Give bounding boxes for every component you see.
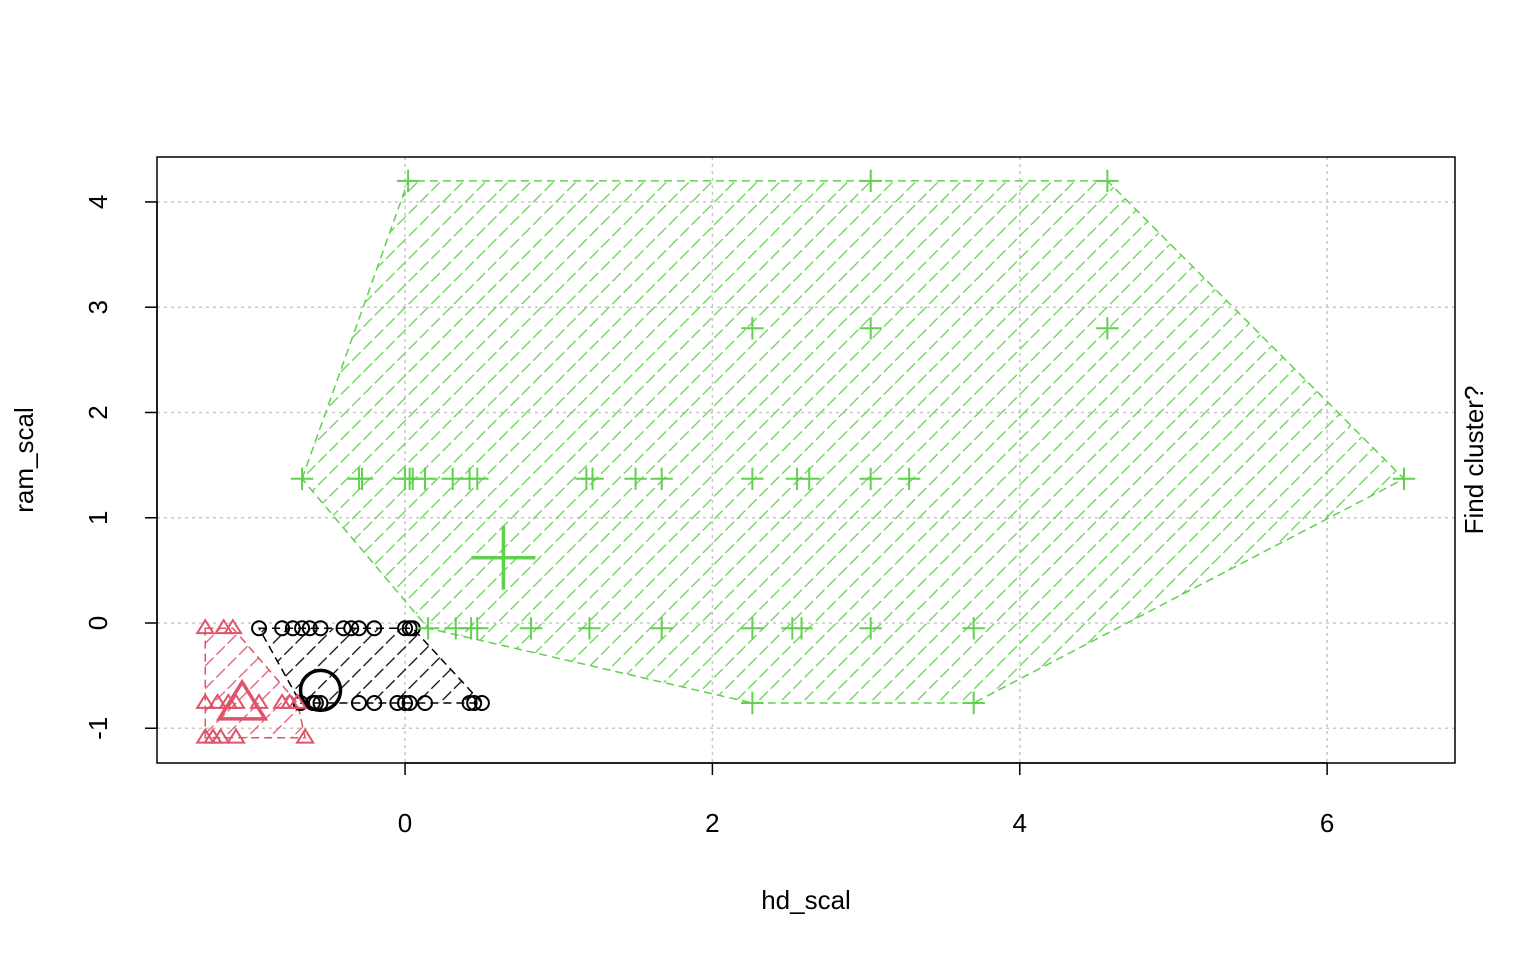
point bbox=[962, 617, 985, 640]
point bbox=[312, 620, 329, 637]
point bbox=[466, 467, 489, 490]
x-tick-label: 6 bbox=[1320, 808, 1334, 838]
point bbox=[1096, 169, 1119, 193]
point bbox=[859, 169, 882, 193]
cluster-center bbox=[215, 678, 269, 721]
point bbox=[417, 695, 434, 711]
cluster-hull bbox=[204, 627, 307, 739]
x-tick-label: 0 bbox=[398, 808, 412, 838]
point bbox=[226, 727, 246, 744]
point bbox=[274, 620, 291, 637]
point bbox=[416, 617, 440, 640]
point bbox=[962, 691, 985, 715]
point bbox=[389, 695, 406, 711]
x-tick-label: 2 bbox=[705, 808, 719, 838]
point bbox=[350, 467, 374, 490]
point bbox=[578, 617, 601, 640]
y-tick-label: -1 bbox=[83, 717, 113, 740]
y-tick-label: 4 bbox=[83, 195, 113, 209]
point bbox=[366, 620, 383, 637]
point bbox=[397, 620, 414, 637]
point bbox=[650, 467, 673, 490]
point bbox=[397, 695, 414, 711]
point bbox=[1096, 317, 1119, 340]
point bbox=[366, 695, 383, 711]
point bbox=[741, 617, 764, 640]
y-axis-label: ram_scal bbox=[9, 407, 39, 512]
point bbox=[284, 620, 301, 637]
point bbox=[343, 620, 360, 637]
point bbox=[210, 727, 231, 744]
y-tick-label: 2 bbox=[83, 405, 113, 419]
cluster-hull bbox=[257, 627, 484, 704]
point bbox=[287, 693, 308, 709]
side-label: Find cluster? bbox=[1459, 386, 1489, 535]
point bbox=[223, 618, 243, 635]
point bbox=[461, 695, 478, 711]
point bbox=[859, 617, 882, 640]
point bbox=[295, 727, 316, 744]
point bbox=[396, 169, 420, 193]
point bbox=[624, 467, 647, 490]
point bbox=[207, 693, 228, 709]
point bbox=[859, 317, 882, 340]
point bbox=[741, 467, 764, 490]
point bbox=[790, 617, 813, 640]
point bbox=[798, 467, 821, 490]
point bbox=[650, 617, 673, 640]
point bbox=[519, 617, 543, 640]
point bbox=[1392, 467, 1416, 490]
cluster-center bbox=[298, 668, 343, 713]
point bbox=[335, 620, 352, 637]
point bbox=[581, 467, 604, 490]
y-tick-label: 3 bbox=[83, 300, 113, 314]
point bbox=[290, 467, 314, 490]
point bbox=[401, 695, 418, 711]
cluster-hull bbox=[301, 180, 1406, 704]
point bbox=[301, 620, 318, 637]
point bbox=[466, 695, 483, 711]
point bbox=[251, 620, 268, 637]
y-tick-label: 1 bbox=[83, 511, 113, 525]
cluster-center bbox=[471, 525, 536, 590]
point bbox=[859, 467, 882, 490]
x-tick-label: 4 bbox=[1013, 808, 1027, 838]
x-axis-label: hd_scal bbox=[761, 885, 851, 915]
point bbox=[195, 618, 216, 635]
point bbox=[897, 467, 921, 490]
point bbox=[466, 617, 489, 640]
point bbox=[413, 467, 437, 490]
y-tick-label: 0 bbox=[83, 616, 113, 630]
point bbox=[741, 317, 764, 340]
point bbox=[294, 620, 311, 637]
point bbox=[473, 695, 490, 711]
point bbox=[350, 695, 367, 711]
point bbox=[195, 693, 216, 709]
point bbox=[350, 620, 367, 637]
point bbox=[741, 691, 764, 715]
